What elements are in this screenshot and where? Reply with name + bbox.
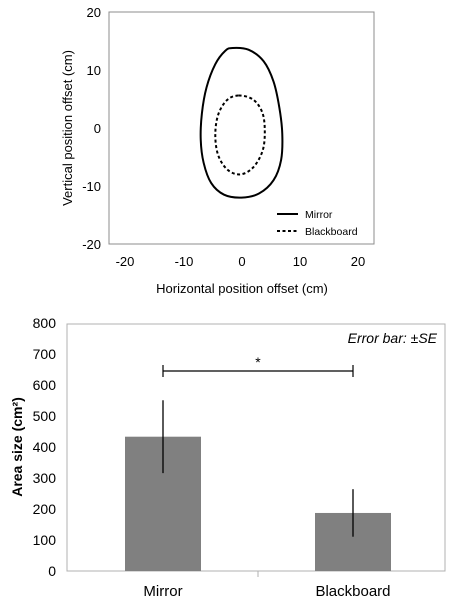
- bar-panel: 0 100 200 300 400 500 600 700 800 Area s…: [9, 315, 446, 600]
- y-tick-label: -10: [82, 179, 101, 194]
- x-tick-label: 0: [238, 254, 245, 269]
- bars-group: [125, 400, 391, 571]
- y-tick-label: 100: [33, 532, 57, 548]
- y-tick-label: -20: [82, 237, 101, 252]
- error-bar-note: Error bar: ±SE: [348, 330, 438, 346]
- contour-mirror: [199, 46, 284, 199]
- y-tick-labels: 20 10 0 -10 -20: [82, 5, 101, 252]
- series-group: [199, 46, 284, 199]
- legend-label-mirror: Mirror: [305, 209, 333, 221]
- legend: Mirror Blackboard: [277, 209, 358, 238]
- y-tick-label: 500: [33, 408, 57, 424]
- x-tick-label: -20: [116, 254, 135, 269]
- bar-y-axis-label: Area size (cm²): [9, 397, 25, 497]
- category-label: Blackboard: [315, 583, 390, 600]
- contour-blackboard: [214, 94, 266, 176]
- x-axis-label: Horizontal position offset (cm): [156, 281, 328, 296]
- y-axis-label: Vertical position offset (cm): [60, 50, 75, 206]
- plot-frame: [108, 11, 375, 245]
- category-label: Mirror: [143, 583, 182, 600]
- significance-bracket: *: [162, 354, 354, 377]
- bar-y-tick-labels: 0 100 200 300 400 500 600 700 800: [33, 315, 57, 579]
- x-tick-label: -10: [175, 254, 194, 269]
- y-tick-label: 300: [33, 470, 57, 486]
- significance-star: *: [255, 354, 261, 370]
- y-tick-label: 600: [33, 377, 57, 393]
- y-tick-label: 20: [87, 5, 101, 20]
- y-tick-label: 200: [33, 501, 57, 517]
- x-tick-labels: -20 -10 0 10 20: [116, 254, 366, 269]
- y-tick-label: 800: [33, 315, 57, 331]
- y-tick-label: 0: [94, 121, 101, 136]
- x-tick-label: 10: [293, 254, 307, 269]
- y-tick-label: 400: [33, 439, 57, 455]
- bar-plot-frame: [66, 323, 446, 572]
- scatter-panel: 20 10 0 -10 -20 -20 -10 0 10 20 Horizont…: [60, 5, 375, 296]
- legend-label-blackboard: Blackboard: [305, 226, 358, 238]
- y-tick-label: 0: [48, 563, 56, 579]
- y-tick-label: 700: [33, 346, 57, 362]
- x-tick-label: 20: [351, 254, 365, 269]
- y-tick-label: 10: [87, 63, 101, 78]
